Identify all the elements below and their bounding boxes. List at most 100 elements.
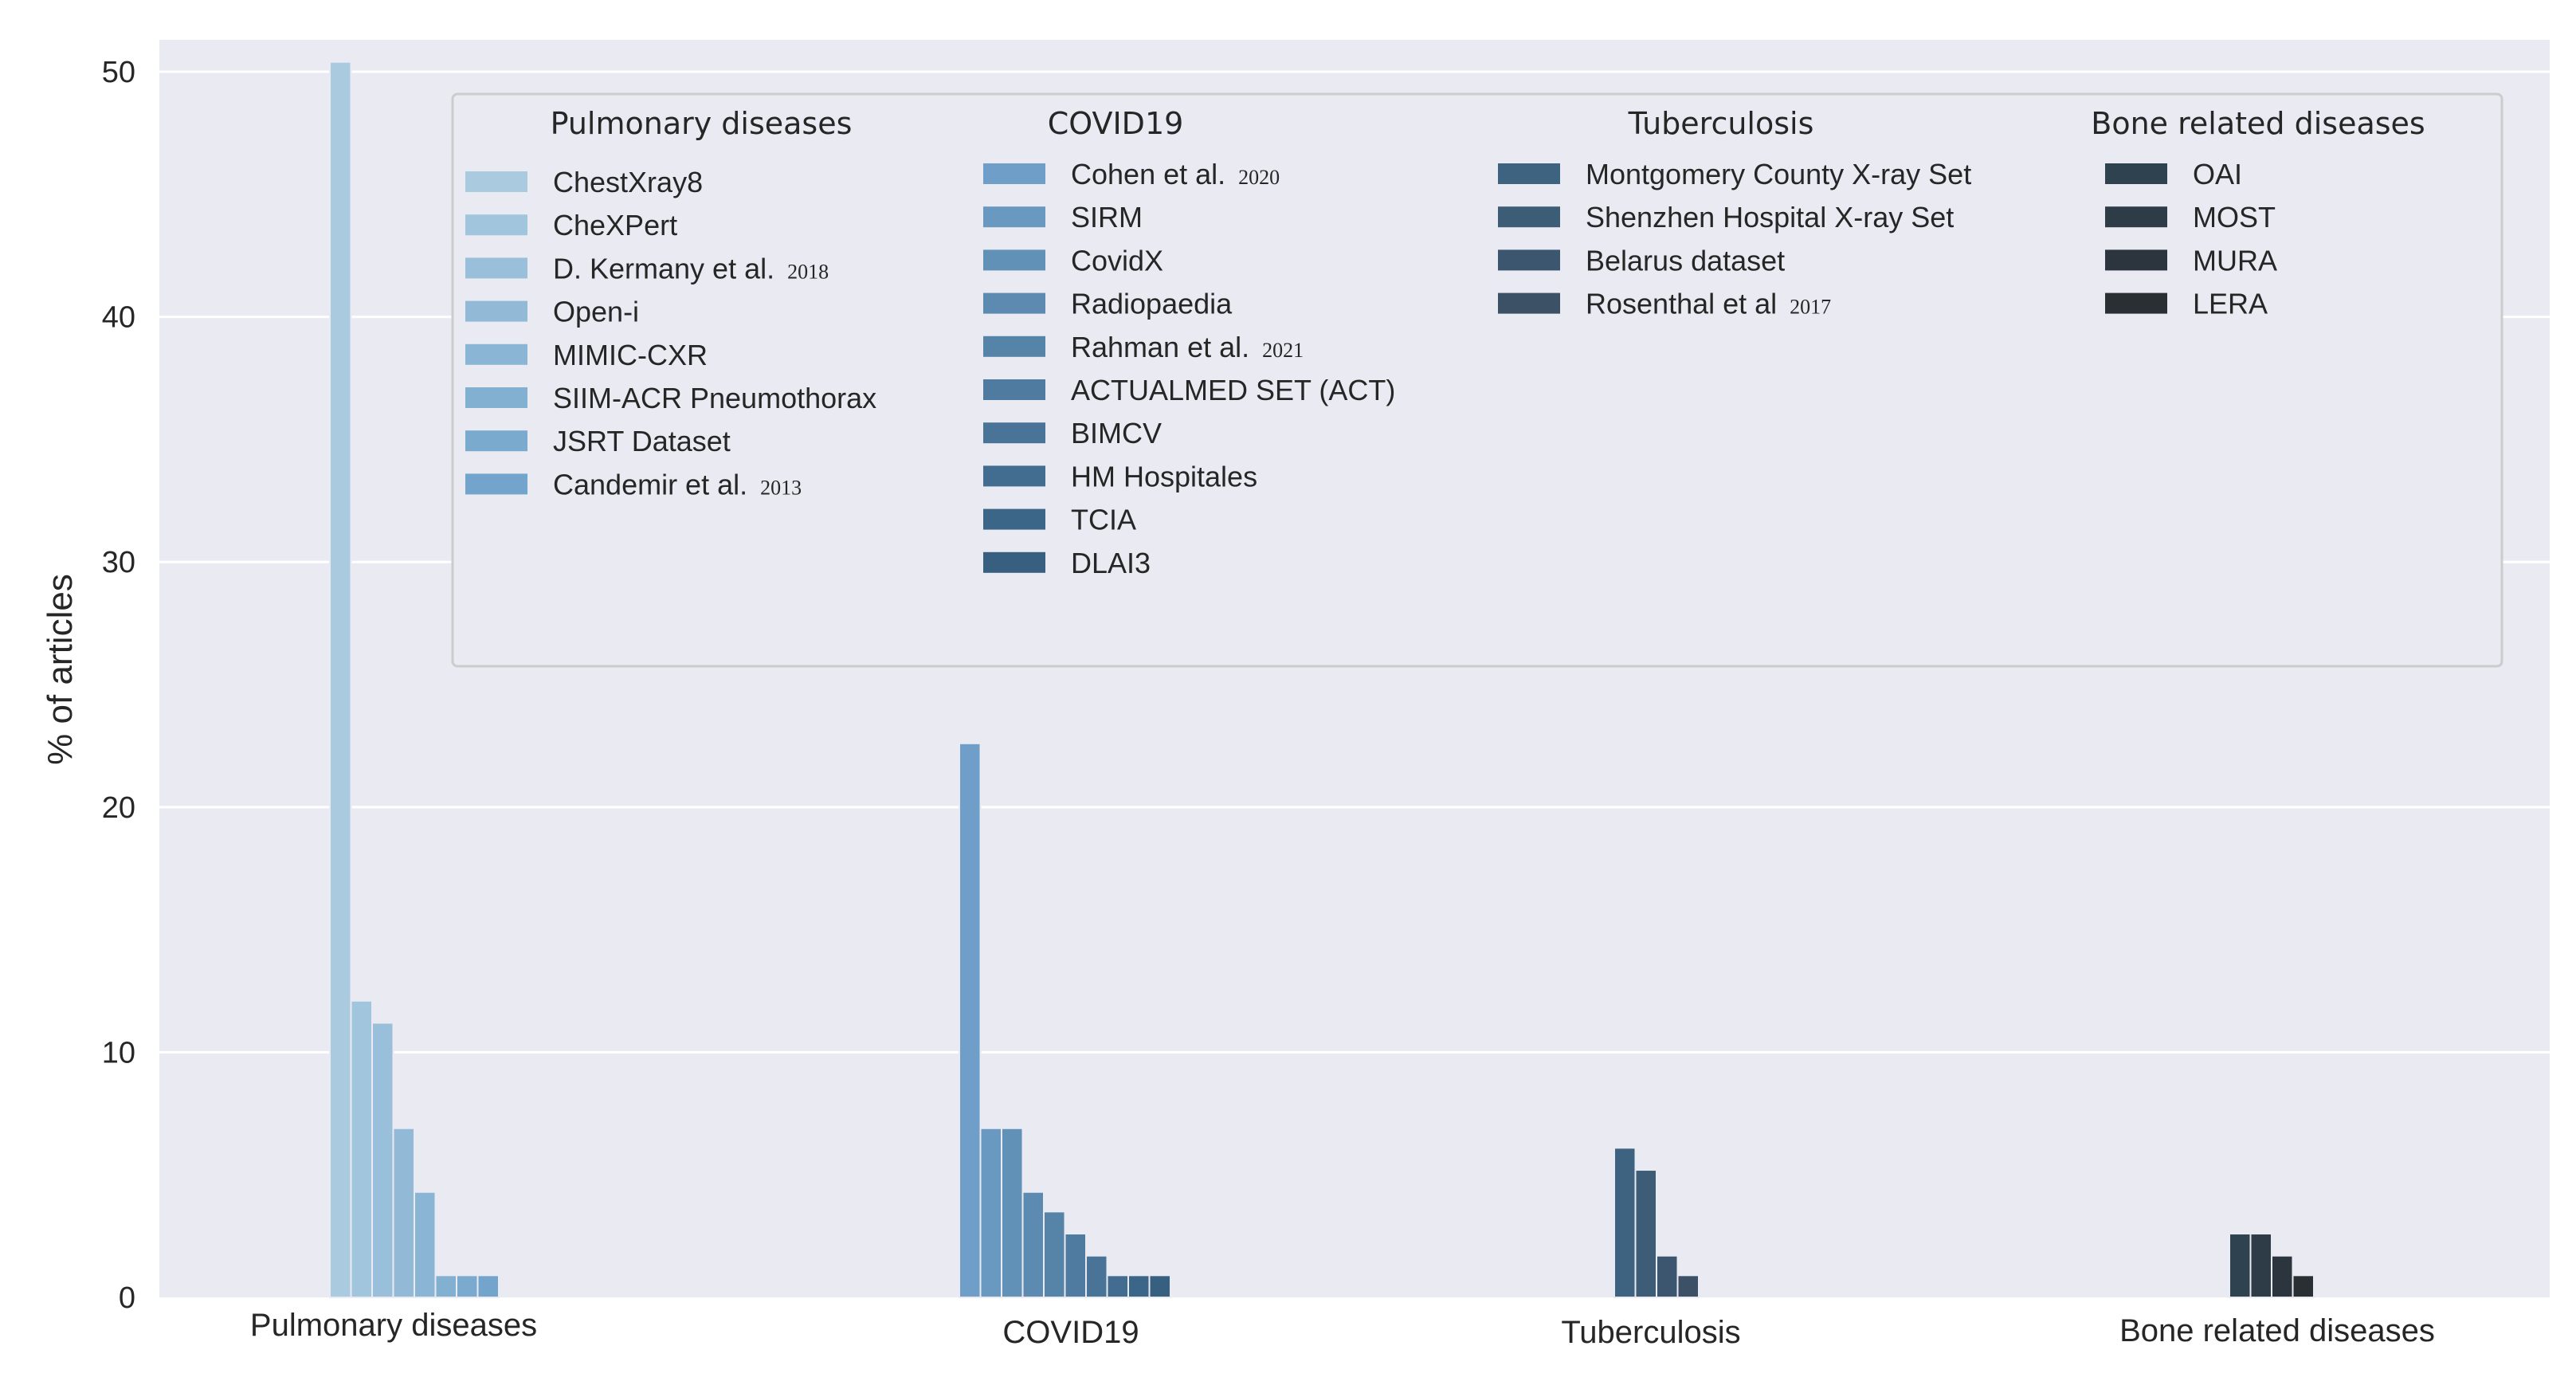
legend-group-title: COVID19 — [1048, 106, 1184, 141]
legend-swatch — [465, 343, 527, 365]
legend-item-label: TCIA — [1071, 504, 1136, 536]
legend-box — [451, 92, 2503, 668]
legend-swatch — [983, 465, 1045, 487]
legend-group-title: Pulmonary diseases — [551, 106, 853, 141]
bar-belarus-dataset — [1656, 1254, 1679, 1299]
legend-item-label: D. Kermany et al. — [553, 252, 774, 285]
legend-swatch — [983, 292, 1045, 314]
bar-bimcv — [1085, 1254, 1108, 1299]
bar-sirm — [979, 1127, 1002, 1298]
bar-jsrt-dataset — [456, 1274, 479, 1299]
legend-item-label: JSRT Dataset — [553, 425, 731, 457]
y-axis-ticks: 0 10 20 30 40 50 — [102, 56, 135, 1315]
legend-item-label: Radiopaedia — [1071, 288, 1233, 320]
legend-item-label: SIIM-ACR Pneumothorax — [553, 382, 876, 414]
category-label: Bone related diseases — [2119, 1313, 2435, 1348]
legend-item-label: Belarus dataset — [1586, 244, 1785, 277]
category-label: Pulmonary diseases — [250, 1308, 537, 1343]
y-axis-label: % of articles — [41, 574, 80, 765]
legend-item-label: SIRM — [1071, 201, 1143, 233]
legend-item-label: Shenzhen Hospital X-ray Set — [1586, 201, 1954, 233]
legend-item-label: Montgomery County X-ray Set — [1586, 158, 1971, 190]
bar-hm-hospitales — [1106, 1274, 1129, 1299]
legend-swatch — [983, 336, 1045, 357]
bar-radiopaedia — [1021, 1191, 1045, 1299]
legend: Pulmonary diseases ChestXray8 CheXPert D. K… — [451, 92, 2503, 668]
legend-item-label: ACTUALMED SET (ACT) — [1071, 374, 1395, 406]
bar-chestxray8 — [329, 61, 352, 1298]
legend-swatch — [983, 206, 1045, 228]
legend-item-label: CovidX — [1071, 244, 1163, 277]
legend-swatch — [2105, 206, 2167, 228]
bar-lera — [2292, 1274, 2315, 1299]
legend-swatch — [983, 551, 1045, 573]
legend-item-label: Open-i — [553, 296, 639, 328]
legend-swatch — [983, 508, 1045, 530]
legend-item-label: BIMCV — [1071, 417, 1162, 449]
legend-swatch — [2105, 163, 2167, 184]
bar-dlai3 — [1148, 1274, 1171, 1299]
bar-most — [2249, 1233, 2272, 1299]
bar-oai — [2229, 1233, 2252, 1299]
legend-item-year: 2013 — [760, 476, 802, 499]
y-tick-label: 30 — [102, 546, 135, 579]
legend-swatch — [465, 387, 527, 408]
bar-tcia — [1127, 1274, 1151, 1299]
bars — [329, 61, 2315, 1299]
legend-group-title: Tuberculosis — [1628, 106, 1814, 141]
bar-actualmed-set-act- — [1064, 1233, 1087, 1299]
legend-swatch — [465, 257, 527, 279]
legend-item-label: ChestXray8 — [553, 166, 703, 198]
bar-shenzhen-hospital-x-ray-set — [1634, 1169, 1657, 1298]
legend-swatch — [2105, 249, 2167, 271]
bar-montgomery-county-x-ray-set — [1613, 1147, 1637, 1299]
legend-swatch — [465, 430, 527, 452]
legend-item-label: LERA — [2193, 288, 2268, 320]
bar-d-kermany-et-al- — [371, 1022, 394, 1299]
legend-swatch — [1498, 163, 1560, 184]
legend-swatch — [1498, 249, 1560, 271]
y-tick-label: 10 — [102, 1036, 135, 1069]
legend-item-label: DLAI3 — [1071, 547, 1151, 579]
legend-swatch — [2105, 292, 2167, 314]
bar-siim-acr-pneumothorax — [434, 1274, 457, 1299]
legend-swatch — [465, 473, 527, 495]
legend-swatch — [983, 249, 1045, 271]
y-tick-label: 20 — [102, 791, 135, 825]
bar-rahman-et-al- — [1043, 1211, 1066, 1298]
legend-swatch — [465, 300, 527, 322]
legend-swatch — [465, 214, 527, 236]
bar-cohen-et-al- — [959, 742, 982, 1298]
bar-open-i — [392, 1127, 415, 1298]
legend-swatch — [983, 379, 1045, 400]
legend-swatch — [983, 163, 1045, 184]
legend-item-label: HM Hospitales — [1071, 460, 1257, 492]
legend-item-label: Candemir et al. — [553, 468, 747, 500]
legend-item-label: Rahman et al. — [1071, 331, 1249, 363]
legend-item-label: CheXPert — [553, 209, 677, 241]
legend-item-year: 2020 — [1238, 166, 1280, 189]
legend-swatch — [465, 171, 527, 192]
legend-group-title: Bone related diseases — [2091, 106, 2425, 141]
legend-item-year: 2017 — [1790, 296, 1831, 319]
legend-item-label: Cohen et al. — [1071, 158, 1225, 190]
category-label: COVID19 — [1002, 1315, 1139, 1350]
category-label: Tuberculosis — [1561, 1315, 1740, 1350]
legend-item-year: 2018 — [787, 260, 829, 283]
y-tick-label: 0 — [119, 1281, 135, 1315]
legend-swatch — [1498, 292, 1560, 314]
y-tick-label: 50 — [102, 56, 135, 89]
legend-item-label: Rosenthal et al — [1586, 288, 1777, 320]
bar-candemir-et-al- — [476, 1274, 500, 1299]
legend-item-label: MURA — [2193, 244, 2277, 277]
legend-item-year: 2021 — [1262, 339, 1304, 362]
legend-item-label: MIMIC-CXR — [553, 339, 708, 371]
legend-item-label: OAI — [2193, 158, 2242, 190]
legend-item-label: MOST — [2193, 201, 2276, 233]
bar-chexpert — [350, 999, 373, 1298]
x-axis-category-labels: Pulmonary diseases COVID19 Tuberculosis Bon… — [250, 1308, 2435, 1350]
legend-swatch — [1498, 206, 1560, 228]
y-tick-label: 40 — [102, 301, 135, 335]
bar-covidx — [1001, 1127, 1024, 1298]
